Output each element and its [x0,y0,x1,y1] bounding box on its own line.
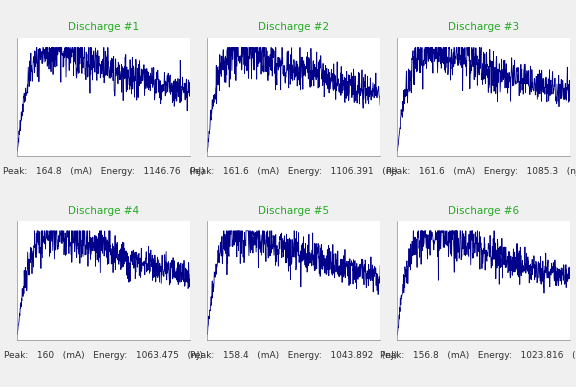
Text: Discharge #4: Discharge #4 [68,206,139,216]
Text: Peak:   161.6   (mA)   Energy:   1106.391   (nJ): Peak: 161.6 (mA) Energy: 1106.391 (nJ) [190,167,397,176]
Text: Discharge #5: Discharge #5 [258,206,329,216]
Text: Discharge #3: Discharge #3 [448,22,520,33]
Text: Peak:   164.8   (mA)   Energy:   1146.76   (nJ): Peak: 164.8 (mA) Energy: 1146.76 (nJ) [3,167,204,176]
Text: Discharge #1: Discharge #1 [68,22,139,33]
Text: Discharge #6: Discharge #6 [448,206,520,216]
Text: Peak:   156.8   (mA)   Energy:   1023.816   (nJ): Peak: 156.8 (mA) Energy: 1023.816 (nJ) [380,351,576,360]
Text: Discharge #2: Discharge #2 [258,22,329,33]
Text: Peak:   161.6   (mA)   Energy:   1085.3   (nJ): Peak: 161.6 (mA) Energy: 1085.3 (nJ) [386,167,576,176]
Text: Peak:   160   (mA)   Energy:   1063.475   (nJ): Peak: 160 (mA) Energy: 1063.475 (nJ) [4,351,203,360]
Text: Peak:   158.4   (mA)   Energy:   1043.892   (nJ): Peak: 158.4 (mA) Energy: 1043.892 (nJ) [190,351,397,360]
